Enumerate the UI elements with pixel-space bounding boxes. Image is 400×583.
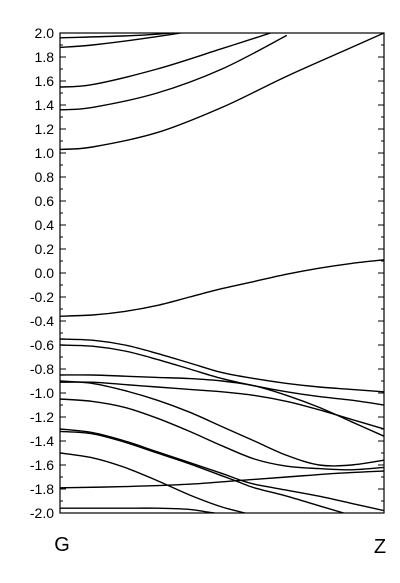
y-tick-label: 2.0 xyxy=(35,25,55,41)
y-tick-label: -1.0 xyxy=(30,385,54,401)
band-line-1 xyxy=(60,33,179,39)
y-tick-label: -0.6 xyxy=(30,337,54,353)
band-line-3 xyxy=(60,33,271,88)
y-tick-label: 1.4 xyxy=(35,97,55,113)
y-tick-label: -2.0 xyxy=(30,505,54,521)
y-tick-label: 1.2 xyxy=(35,121,55,137)
band-line-2 xyxy=(60,33,185,49)
band-line-17 xyxy=(60,507,219,513)
band-line-8 xyxy=(60,344,384,406)
band-line-13 xyxy=(60,430,346,513)
y-tick-label: 0.0 xyxy=(35,265,55,281)
y-tick-label: 1.6 xyxy=(35,73,55,89)
y-axis-tick-labels: -2.0 -1.8 -1.6 -1.4 -1.2 -1.0 -0.8 -0.6 -0.4 -0.2… xyxy=(30,25,54,521)
band-line-16 xyxy=(60,470,384,489)
y-tick-label: -1.6 xyxy=(30,457,54,473)
y-tick-label: 0.8 xyxy=(35,169,55,185)
y-tick-label: 0.4 xyxy=(35,217,55,233)
y-tick-label: -0.8 xyxy=(30,361,54,377)
band-line-12 xyxy=(60,398,384,471)
y-tick-label: -0.4 xyxy=(30,313,54,329)
band-line-10 xyxy=(60,381,384,430)
y-tick-label: 0.6 xyxy=(35,193,55,209)
band-line-14 xyxy=(60,428,384,512)
band-line-9 xyxy=(60,374,384,437)
y-tick-label: 1.0 xyxy=(35,145,55,161)
band-line-6 xyxy=(60,259,384,317)
y-tick-label: -1.8 xyxy=(30,481,54,497)
y-tick-label: -1.4 xyxy=(30,433,54,449)
x-tick-label-z: Z xyxy=(374,536,386,558)
y-tick-label: 1.8 xyxy=(35,49,55,65)
band-line-4 xyxy=(60,34,288,111)
band-line-5 xyxy=(60,33,384,151)
plot-frame xyxy=(59,32,385,514)
y-tick-label: -1.2 xyxy=(30,409,54,425)
y-tick-label: 0.2 xyxy=(35,241,55,257)
band-lines xyxy=(60,33,384,513)
x-tick-label-g: G xyxy=(54,534,70,556)
band-line-11 xyxy=(60,380,384,467)
band-line-7 xyxy=(60,338,384,393)
band-line-15 xyxy=(60,452,248,513)
y-tick-label: -0.2 xyxy=(30,289,54,305)
